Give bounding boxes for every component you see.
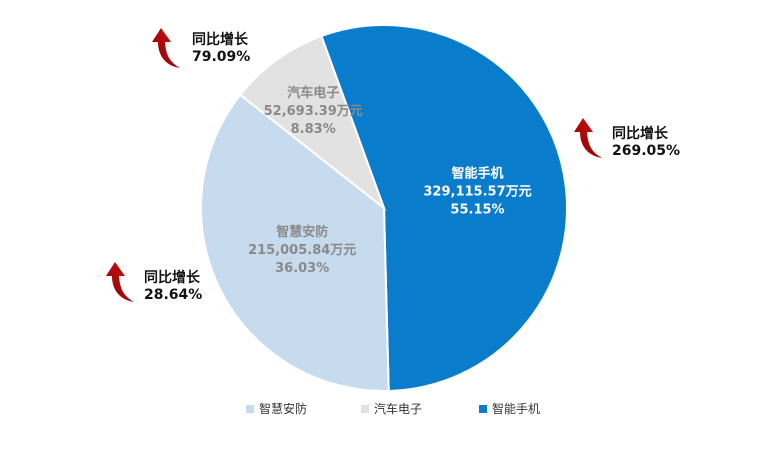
legend-swatch-smartphone bbox=[479, 405, 487, 413]
growth-value-security: 28.64% bbox=[144, 287, 202, 303]
slice-name-label-security: 智慧安防 bbox=[276, 224, 328, 240]
slice-value-label-smartphone: 329,115.57万元 bbox=[423, 184, 531, 199]
slice-name-label-auto: 汽车电子 bbox=[287, 85, 339, 101]
legend-swatch-auto bbox=[361, 405, 369, 413]
slice-percent-label-security: 36.03% bbox=[275, 261, 329, 276]
growth-label-auto: 同比增长 bbox=[192, 31, 249, 48]
pie-slice-smartphone bbox=[320, 24, 568, 392]
legend-label-security: 智慧安防 bbox=[259, 401, 307, 416]
growth-value-smartphone: 269.05% bbox=[612, 143, 680, 159]
growth-arrow-smartphone bbox=[574, 118, 602, 158]
slice-percent-label-smartphone: 55.15% bbox=[450, 202, 504, 217]
legend: 智慧安防 汽车电子 智能手机 bbox=[246, 401, 540, 416]
legend-label-auto: 汽车电子 bbox=[374, 401, 422, 416]
growth-arrow-auto bbox=[152, 28, 180, 68]
slice-percent-label-auto: 8.83% bbox=[291, 122, 336, 137]
legend-label-smartphone: 智能手机 bbox=[492, 401, 540, 416]
pie-slice-auto bbox=[238, 34, 387, 211]
legend-swatch-security bbox=[246, 405, 254, 413]
slice-value-label-auto: 52,693.39万元 bbox=[264, 104, 363, 119]
growth-arrow-security bbox=[106, 262, 134, 302]
pie-slices bbox=[200, 24, 568, 392]
growth-label-smartphone: 同比增长 bbox=[612, 125, 669, 142]
growth-value-auto: 79.09% bbox=[192, 49, 250, 65]
pie-slice-security bbox=[200, 93, 390, 392]
pie-slice-labels: 智能手机 329,115.57万元 55.15% 智慧安防 215,005.84万元 36… bbox=[248, 85, 532, 276]
slice-value-label-security: 215,005.84万元 bbox=[248, 243, 356, 258]
slice-name-label-smartphone: 智能手机 bbox=[451, 165, 503, 181]
growth-label-security: 同比增长 bbox=[144, 269, 201, 286]
